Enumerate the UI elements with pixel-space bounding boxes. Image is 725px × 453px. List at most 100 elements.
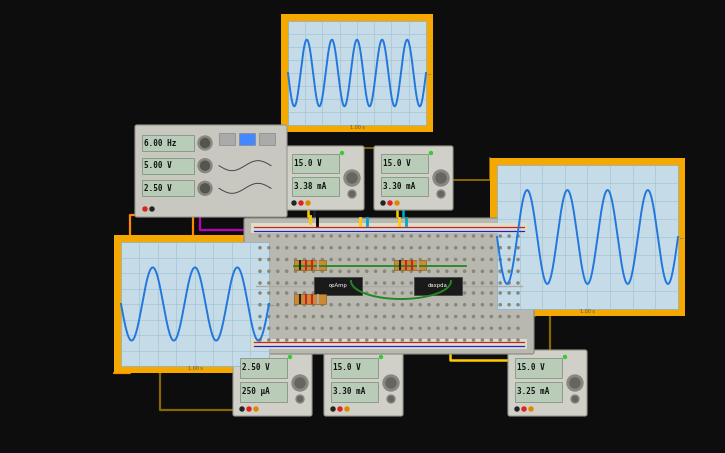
- Circle shape: [348, 292, 350, 294]
- Circle shape: [384, 235, 386, 237]
- Circle shape: [446, 292, 448, 294]
- Circle shape: [321, 258, 323, 260]
- Circle shape: [277, 235, 279, 237]
- Circle shape: [321, 292, 323, 294]
- Circle shape: [508, 292, 510, 294]
- Circle shape: [375, 339, 377, 341]
- Circle shape: [286, 235, 288, 237]
- Circle shape: [201, 161, 210, 170]
- Circle shape: [339, 270, 341, 272]
- Circle shape: [198, 136, 212, 150]
- Circle shape: [446, 270, 448, 272]
- Text: daxpda: daxpda: [428, 284, 448, 289]
- Text: 15.0 V: 15.0 V: [517, 363, 544, 372]
- Circle shape: [410, 339, 413, 341]
- Circle shape: [339, 315, 341, 318]
- Circle shape: [375, 258, 377, 260]
- Circle shape: [292, 201, 296, 205]
- Circle shape: [259, 270, 261, 272]
- Circle shape: [247, 407, 251, 411]
- Circle shape: [490, 327, 492, 329]
- Circle shape: [437, 258, 439, 260]
- Circle shape: [508, 270, 510, 272]
- Circle shape: [529, 407, 533, 411]
- Circle shape: [286, 304, 288, 306]
- Circle shape: [392, 304, 394, 306]
- Circle shape: [395, 201, 399, 205]
- Circle shape: [198, 159, 212, 173]
- FancyBboxPatch shape: [324, 350, 403, 416]
- Circle shape: [428, 304, 430, 306]
- Text: |: |: [271, 304, 275, 305]
- Circle shape: [348, 282, 350, 284]
- Circle shape: [286, 282, 288, 284]
- Circle shape: [455, 270, 457, 272]
- Bar: [292, 177, 339, 196]
- Circle shape: [268, 235, 270, 237]
- Circle shape: [348, 246, 350, 249]
- Circle shape: [312, 270, 315, 272]
- Circle shape: [365, 258, 368, 260]
- Circle shape: [384, 246, 386, 249]
- Circle shape: [490, 339, 492, 341]
- Circle shape: [286, 327, 288, 329]
- Text: 2.50 V: 2.50 V: [144, 184, 172, 193]
- Circle shape: [330, 315, 332, 318]
- Circle shape: [490, 246, 492, 249]
- Circle shape: [446, 258, 448, 260]
- Bar: [259, 133, 275, 145]
- Text: 1.00 s: 1.00 s: [188, 366, 202, 371]
- Circle shape: [392, 315, 394, 318]
- Circle shape: [437, 304, 439, 306]
- Circle shape: [277, 339, 279, 341]
- Circle shape: [286, 270, 288, 272]
- Circle shape: [268, 258, 270, 260]
- Circle shape: [419, 315, 421, 318]
- Circle shape: [392, 270, 394, 272]
- Circle shape: [294, 282, 297, 284]
- Text: opAmp: opAmp: [328, 284, 347, 289]
- Circle shape: [259, 258, 261, 260]
- Circle shape: [490, 258, 492, 260]
- Circle shape: [357, 292, 359, 294]
- Bar: [121, 242, 269, 366]
- Circle shape: [268, 282, 270, 284]
- Circle shape: [481, 235, 484, 237]
- Circle shape: [303, 246, 305, 249]
- Circle shape: [357, 327, 359, 329]
- Circle shape: [339, 258, 341, 260]
- Circle shape: [201, 184, 210, 193]
- Circle shape: [296, 395, 304, 403]
- Circle shape: [330, 304, 332, 306]
- Circle shape: [303, 270, 305, 272]
- Circle shape: [268, 246, 270, 249]
- Circle shape: [428, 246, 430, 249]
- Bar: [142, 135, 194, 151]
- Circle shape: [428, 327, 430, 329]
- Circle shape: [312, 292, 315, 294]
- Circle shape: [339, 327, 341, 329]
- Circle shape: [289, 356, 291, 358]
- Circle shape: [437, 270, 439, 272]
- Circle shape: [294, 315, 297, 318]
- Circle shape: [321, 327, 323, 329]
- Circle shape: [419, 304, 421, 306]
- Circle shape: [389, 396, 394, 401]
- Circle shape: [567, 375, 583, 391]
- Circle shape: [348, 339, 350, 341]
- Circle shape: [419, 339, 421, 341]
- Circle shape: [455, 315, 457, 318]
- Circle shape: [312, 246, 315, 249]
- Circle shape: [312, 258, 315, 260]
- Circle shape: [339, 282, 341, 284]
- Circle shape: [499, 282, 501, 284]
- Circle shape: [348, 235, 350, 237]
- Circle shape: [331, 407, 335, 411]
- Circle shape: [419, 258, 421, 260]
- Circle shape: [294, 292, 297, 294]
- Circle shape: [375, 270, 377, 272]
- Circle shape: [312, 339, 315, 341]
- Circle shape: [268, 327, 270, 329]
- Circle shape: [517, 327, 519, 329]
- Circle shape: [499, 315, 501, 318]
